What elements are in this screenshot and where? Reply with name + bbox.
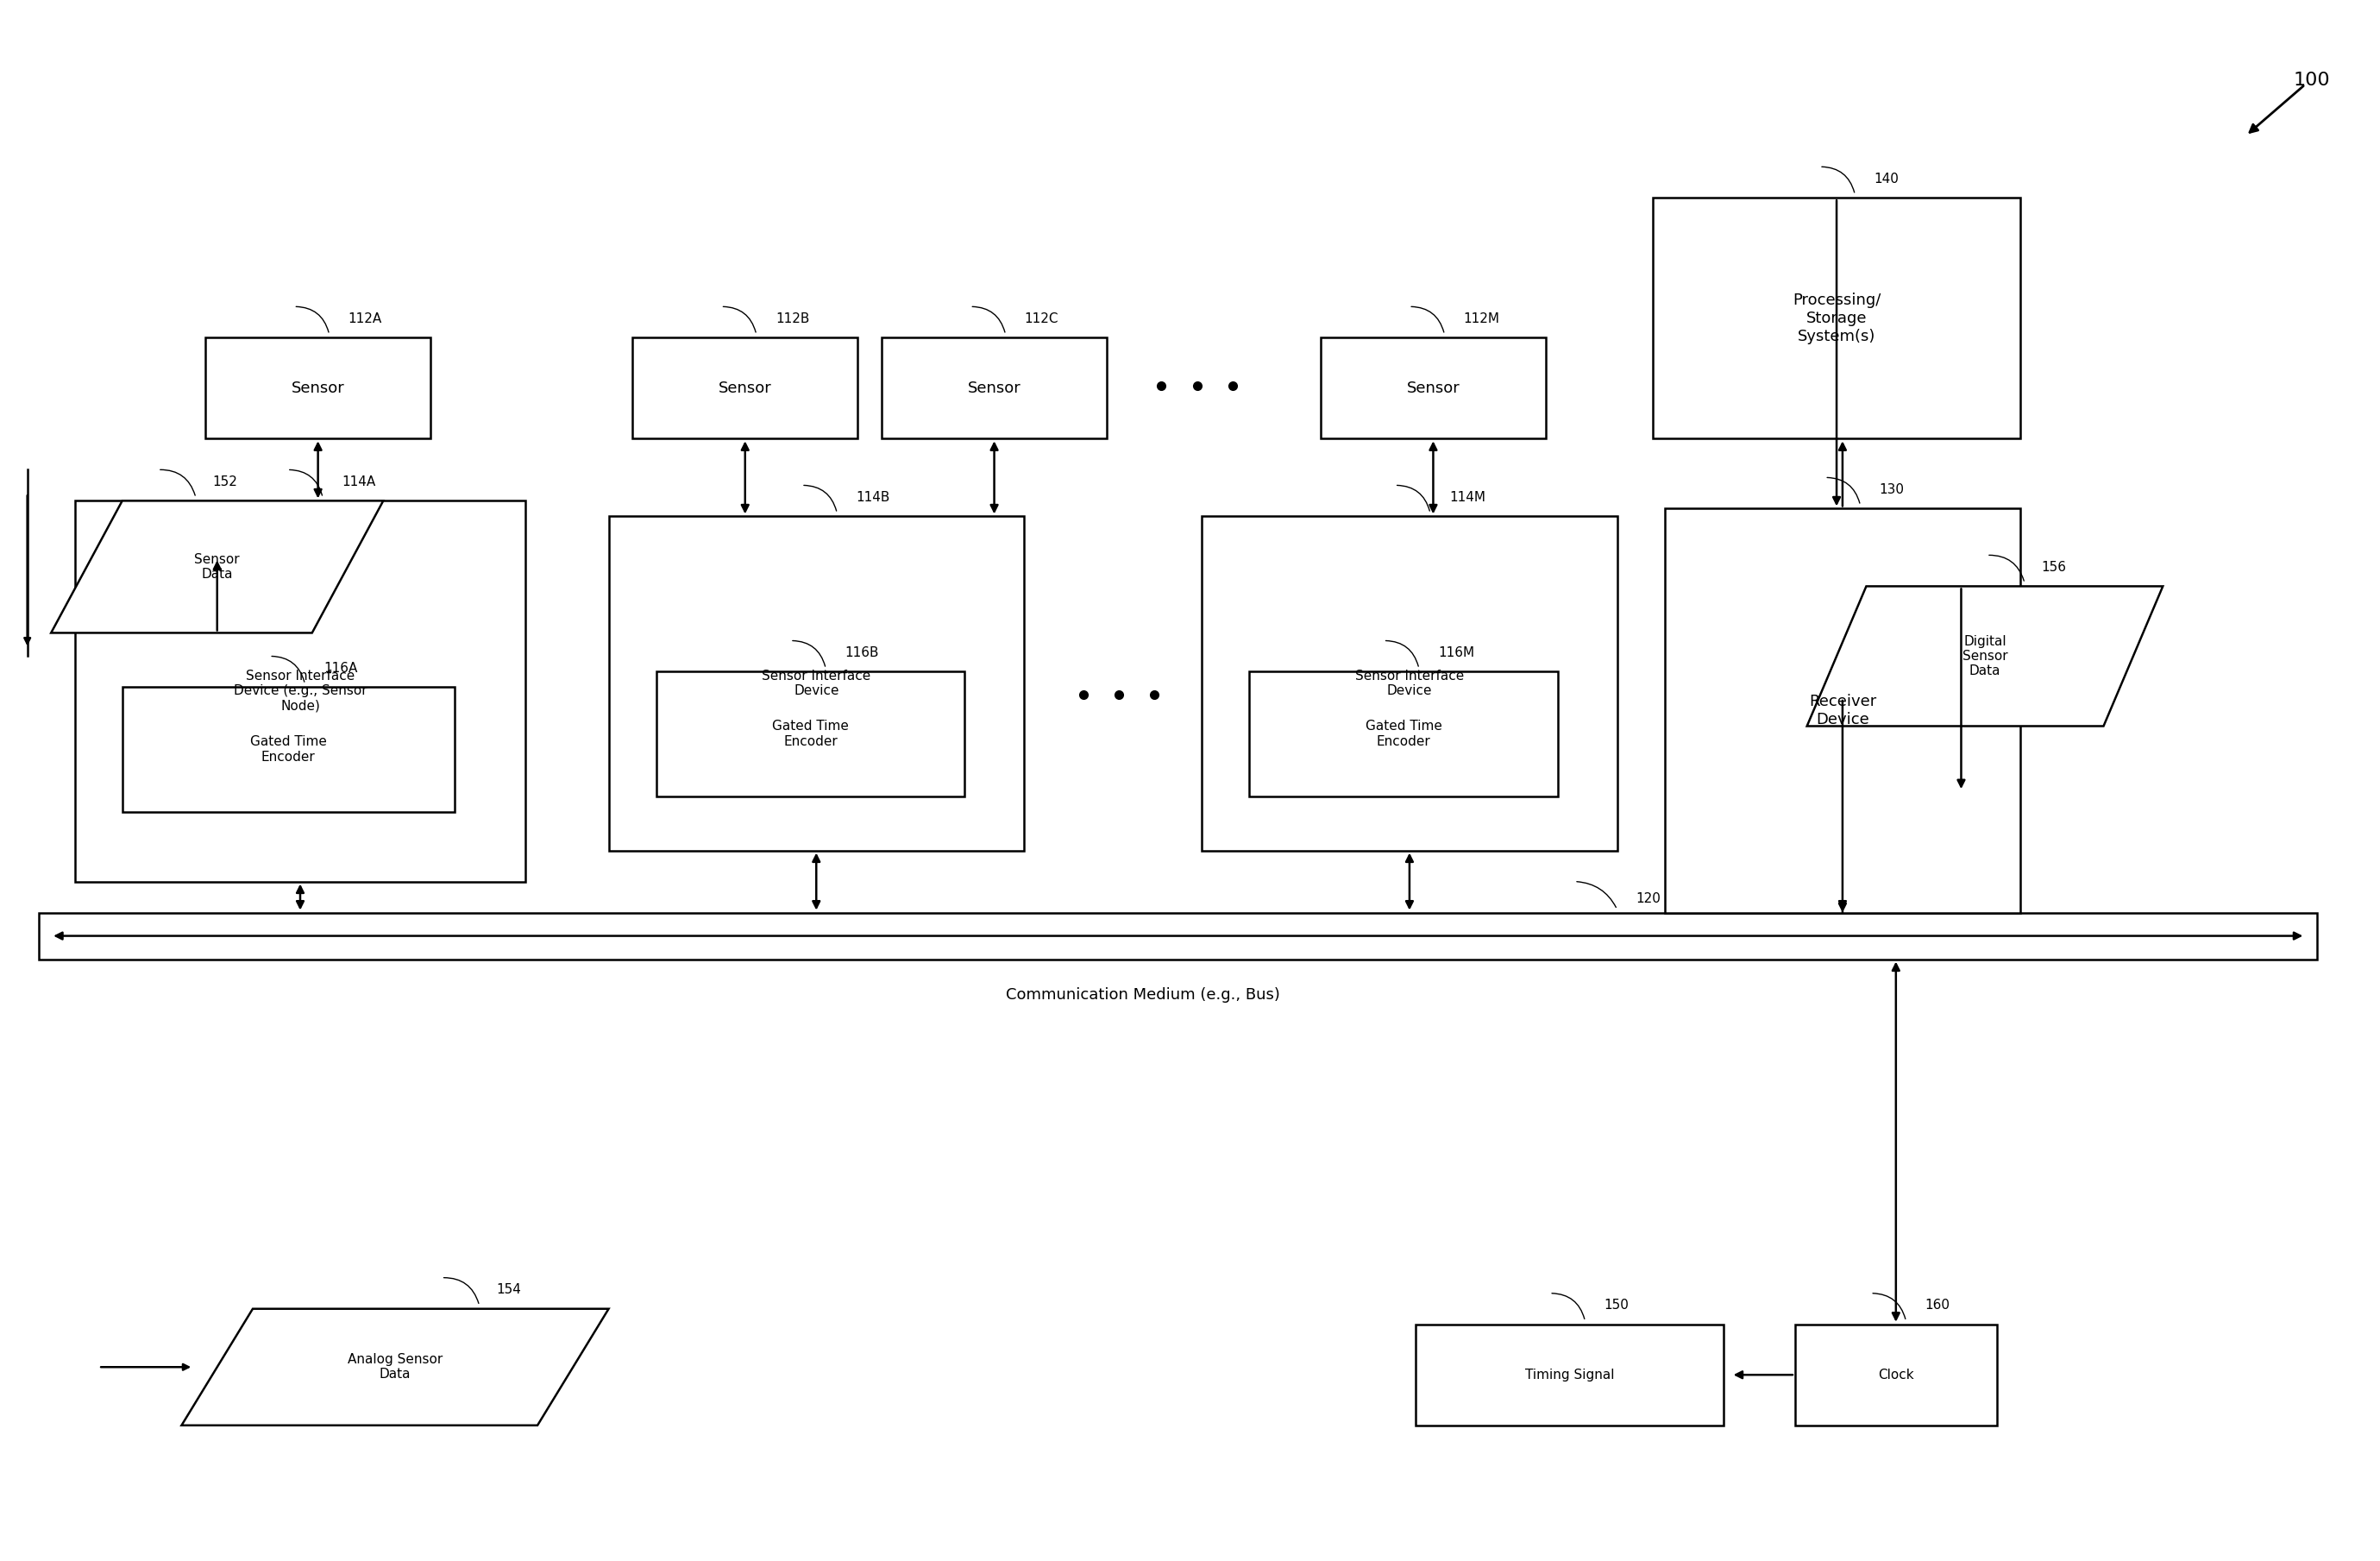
Polygon shape [1806,587,2163,726]
Text: 112B: 112B [776,312,809,325]
Text: Processing/
Storage
System(s): Processing/ Storage System(s) [1792,292,1880,343]
Text: 140: 140 [1873,172,1899,186]
Bar [205,337,431,439]
Bar [1795,1324,1997,1425]
Text: Sensor Interface
Device (e.g., Sensor
Node): Sensor Interface Device (e.g., Sensor No… [233,670,367,713]
Text: 114B: 114B [857,492,890,504]
Bar [657,671,964,796]
Bar [1321,337,1547,439]
Bar [881,337,1107,439]
Bar [633,337,857,439]
Text: Sensor: Sensor [969,381,1021,396]
Text: 116M: 116M [1438,646,1473,659]
Text: 160: 160 [1925,1299,1949,1311]
Text: 150: 150 [1604,1299,1628,1311]
Text: Timing Signal: Timing Signal [1526,1369,1614,1381]
Text: Sensor Interface
Device: Sensor Interface Device [762,670,871,698]
Text: Sensor Interface
Device: Sensor Interface Device [1354,670,1464,698]
Text: 112C: 112C [1023,312,1059,325]
Bar [1250,671,1559,796]
Polygon shape [50,501,383,632]
Bar [1664,509,2021,913]
Text: Gated Time
Encoder: Gated Time Encoder [771,720,850,748]
Polygon shape [181,1308,609,1425]
Bar [609,517,1023,851]
Text: 154: 154 [495,1283,521,1296]
Text: Sensor
Data: Sensor Data [195,553,240,581]
Text: 116B: 116B [845,646,878,659]
Text: 114M: 114M [1449,492,1485,504]
Text: 114A: 114A [343,476,376,489]
Text: Gated Time
Encoder: Gated Time Encoder [250,735,326,763]
Text: Gated Time
Encoder: Gated Time Encoder [1366,720,1442,748]
Bar [1416,1324,1723,1425]
Text: 130: 130 [1880,484,1904,496]
Bar [1202,517,1616,851]
Bar [121,687,455,812]
Text: 156: 156 [2042,560,2066,574]
Text: 112M: 112M [1464,312,1499,325]
Text: Digital
Sensor
Data: Digital Sensor Data [1961,635,2009,677]
Bar [1652,198,2021,439]
Text: Analog Sensor
Data: Analog Sensor Data [347,1353,443,1381]
Text: Sensor: Sensor [1407,381,1459,396]
Text: 116A: 116A [324,662,357,674]
Text: Sensor: Sensor [290,381,345,396]
Text: Sensor: Sensor [719,381,771,396]
Text: Receiver
Device: Receiver Device [1809,693,1875,727]
Text: 100: 100 [2294,72,2330,89]
Text: 112A: 112A [347,312,383,325]
Bar [38,913,2318,958]
Text: Clock: Clock [1878,1369,1914,1381]
Bar [74,501,526,882]
Text: Communication Medium (e.g., Bus): Communication Medium (e.g., Bus) [1004,987,1280,1002]
Text: 120: 120 [1635,891,1661,905]
Text: 152: 152 [212,476,238,489]
